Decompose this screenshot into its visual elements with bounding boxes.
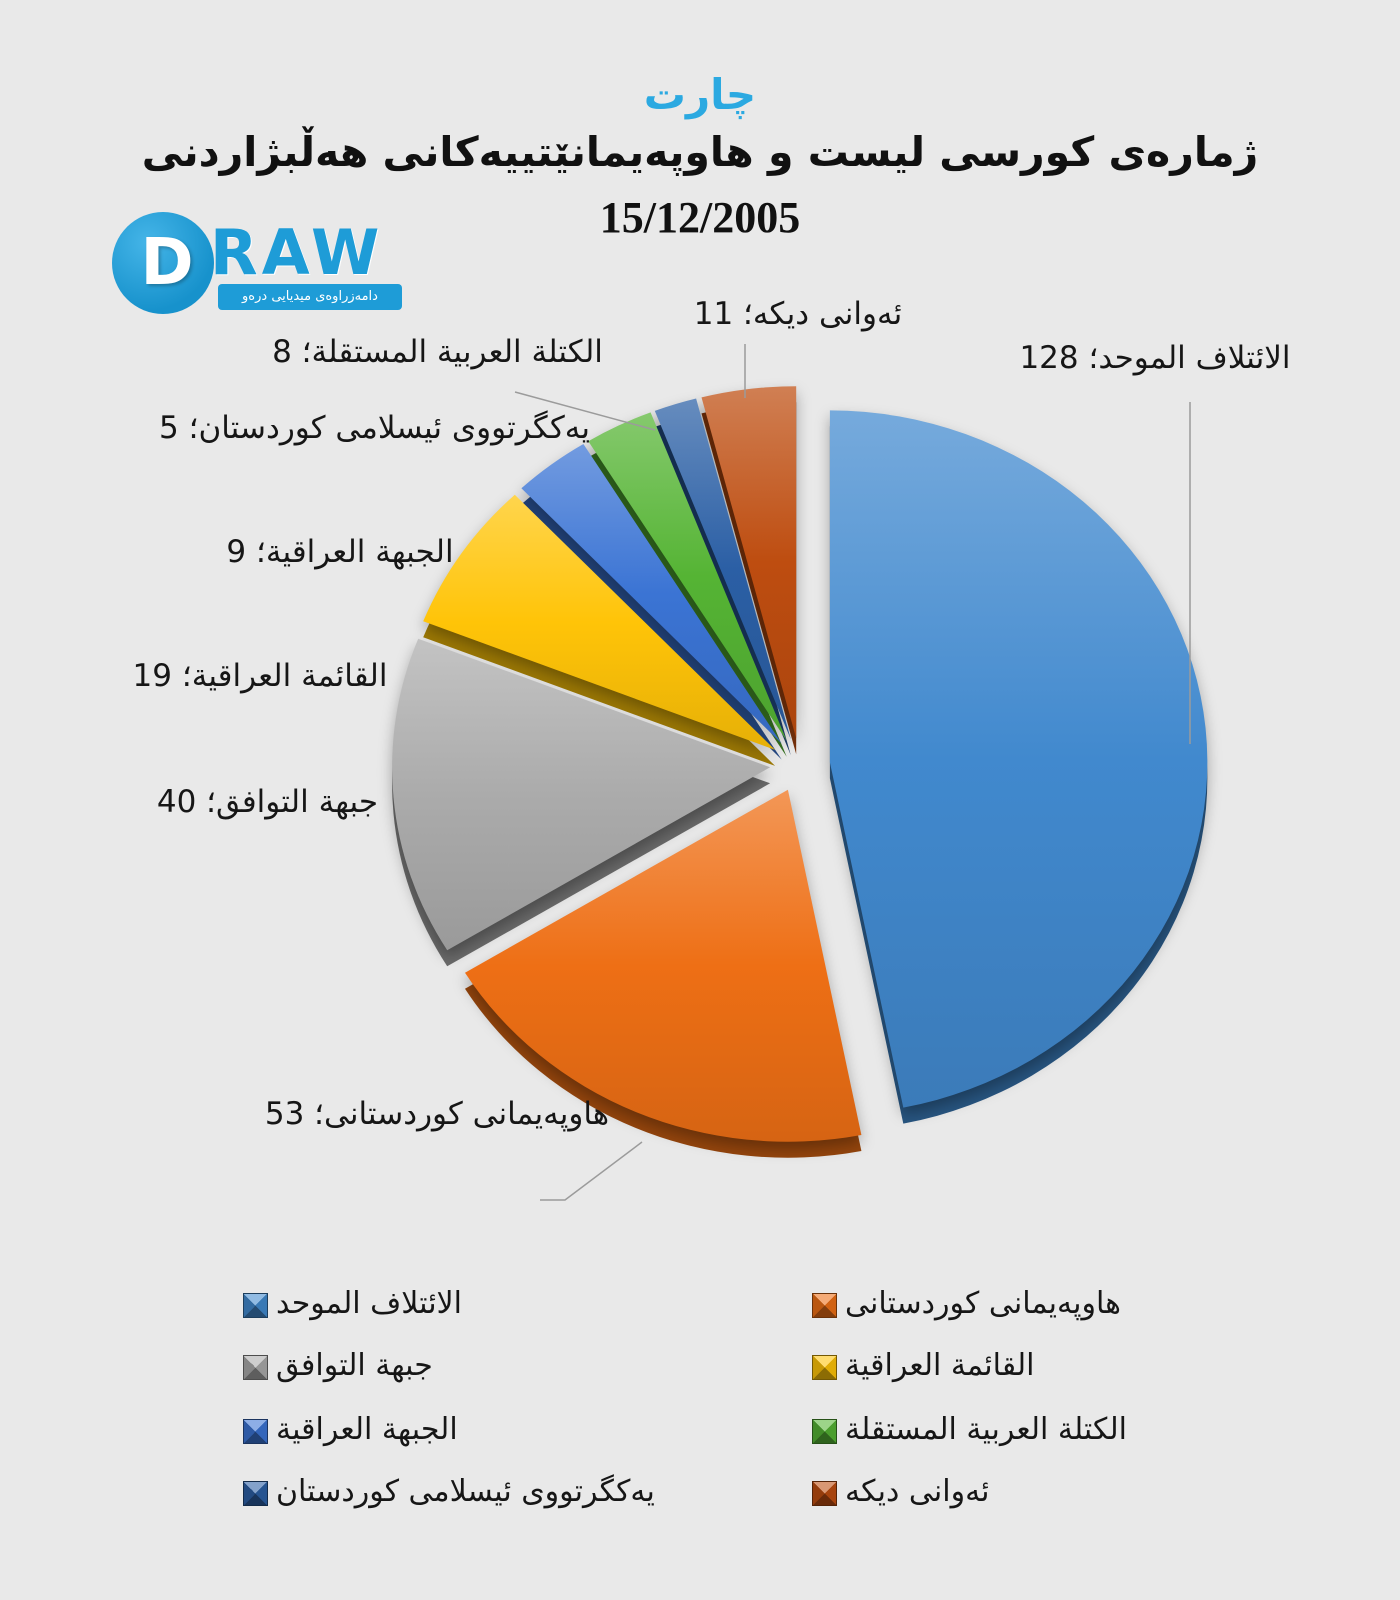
slice-callout-5: الكتلة العربية المستقلة؛ 8 bbox=[272, 334, 603, 370]
legend-swatch-6 bbox=[243, 1481, 268, 1506]
chart-date: 15/12/2005 bbox=[599, 193, 801, 242]
legend-swatch-7 bbox=[812, 1481, 837, 1506]
slice-callout-2: جبهة التوافق؛ 40 bbox=[156, 784, 378, 820]
slice-callout-4: الجبهة العراقية؛ 9 bbox=[226, 534, 454, 570]
legend-label-4: الجبهة العراقية bbox=[276, 1412, 458, 1447]
pie-slice-5 bbox=[588, 412, 787, 741]
legend-label-6: یەکگرتووی ئیسلامی کوردستان bbox=[276, 1474, 655, 1509]
legend-swatch-0 bbox=[243, 1293, 268, 1318]
legend-swatch-4 bbox=[243, 1419, 268, 1444]
legend-label-2: جبهة التوافق bbox=[276, 1348, 433, 1383]
slice-callout-1: هاوپەیمانی کوردستانی؛ 53 bbox=[264, 1096, 610, 1132]
draw-logo: D RAW دامەزراوەی میدیایی درەو bbox=[112, 208, 402, 320]
slice-callout-7: ئەوانی دیکە؛ 11 bbox=[693, 296, 903, 332]
legend-swatch-1 bbox=[812, 1293, 837, 1318]
leader-line-1 bbox=[540, 1141, 643, 1201]
pie-slice-6 bbox=[654, 398, 791, 740]
pie-slice-4 bbox=[521, 444, 782, 744]
legend-swatch-5 bbox=[812, 1419, 837, 1444]
logo-letter: D bbox=[140, 226, 194, 300]
pie-slice-2 bbox=[392, 638, 771, 951]
slice-callout-6: یەکگرتووی ئیسلامی کوردستان؛ 5 bbox=[159, 410, 590, 446]
pie-slice-0 bbox=[829, 410, 1208, 1108]
leader-line-2 bbox=[514, 391, 656, 431]
slice-callout-0: الائتلاف الموحد؛ 128 bbox=[1019, 340, 1291, 376]
legend-label-0: الائتلاف الموحد bbox=[276, 1286, 462, 1321]
logo-word: RAW bbox=[210, 216, 384, 289]
chart-tag-title: چارت bbox=[643, 70, 757, 119]
legend-swatch-2 bbox=[243, 1355, 268, 1380]
legend-label-1: هاوپەیمانی کوردستانی bbox=[845, 1286, 1121, 1321]
pie-slice-7 bbox=[701, 386, 797, 739]
pie-slice-1 bbox=[465, 789, 862, 1142]
legend-label-7: ئەوانی دیکە bbox=[845, 1474, 990, 1509]
legend-label-5: الكتلة العربية المستقلة bbox=[845, 1412, 1127, 1447]
legend-swatch-3 bbox=[812, 1355, 837, 1380]
legend-label-3: القائمة العراقية bbox=[845, 1348, 1035, 1383]
chart-main-title: ژمارەی کورسی لیست و هاوپەیمانێتییەکانی ه… bbox=[141, 128, 1259, 176]
pie-slice-3 bbox=[423, 494, 776, 750]
logo-tagline: دامەزراوەی میدیایی درەو bbox=[218, 284, 402, 310]
logo-circle-icon bbox=[112, 212, 214, 314]
slice-callout-3: القائمة العراقية؛ 19 bbox=[132, 658, 388, 694]
